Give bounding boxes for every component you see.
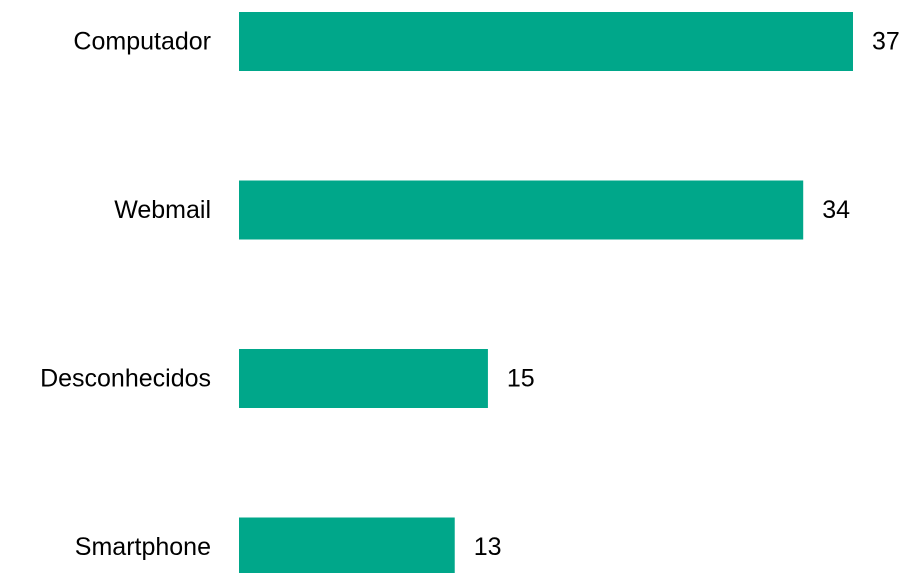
category-label-webmail: Webmail [114,196,211,224]
value-label-webmail: 34 [822,196,850,224]
bar-smartphone [239,517,455,573]
value-label-smartphone: 13 [474,533,502,561]
labels-layer: Computador 37 Webmail 34 Desconhecidos 15 Smar… [40,28,900,562]
category-label-computador: Computador [73,28,211,56]
value-label-desconhecidos: 15 [507,365,535,393]
category-label-smartphone: Smartphone [75,533,211,561]
category-label-desconhecidos: Desconhecidos [40,365,211,393]
value-label-computador: 37 [872,28,900,56]
bar-computador [239,12,853,71]
bars-layer [239,12,853,573]
bar-webmail [239,180,804,240]
bar-desconhecidos [239,349,488,408]
